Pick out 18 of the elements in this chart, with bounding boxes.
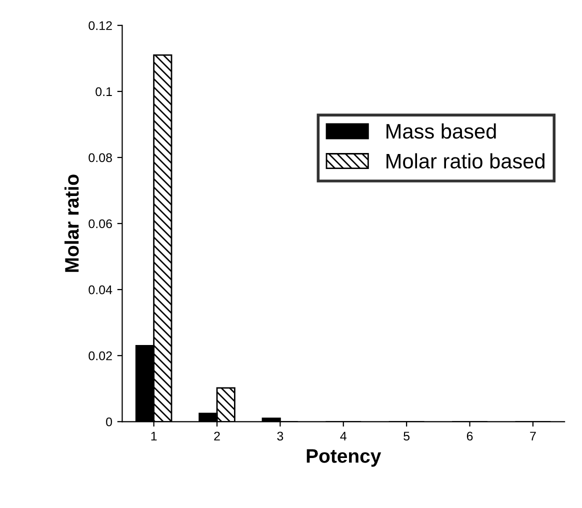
x-tick-label: 7 [530,432,536,440]
legend-label: Molar ratio based [386,153,544,169]
x-tick-label: 4 [340,432,346,440]
x-tick-label: 3 [277,432,284,441]
x-tick-label: 6 [466,432,473,441]
y-tick-label: 0.02 [88,351,112,360]
y-tick-label: 0.08 [88,153,112,162]
y-tick-label: 0.12 [88,21,112,30]
x-axis-title: Potency [306,449,382,467]
y-axis-title: Molar ratio [64,174,79,272]
y-tick-label: 0.1 [96,87,112,96]
y-tick-label: 0.06 [88,219,112,228]
x-tick-label: 2 [214,432,220,440]
x-tick-label: 5 [404,432,410,441]
legend-label: Mass based [386,123,496,139]
y-tick-label: 0.04 [88,285,112,294]
y-tick-label: 0 [106,417,112,426]
x-tick-label: 1 [151,432,157,440]
